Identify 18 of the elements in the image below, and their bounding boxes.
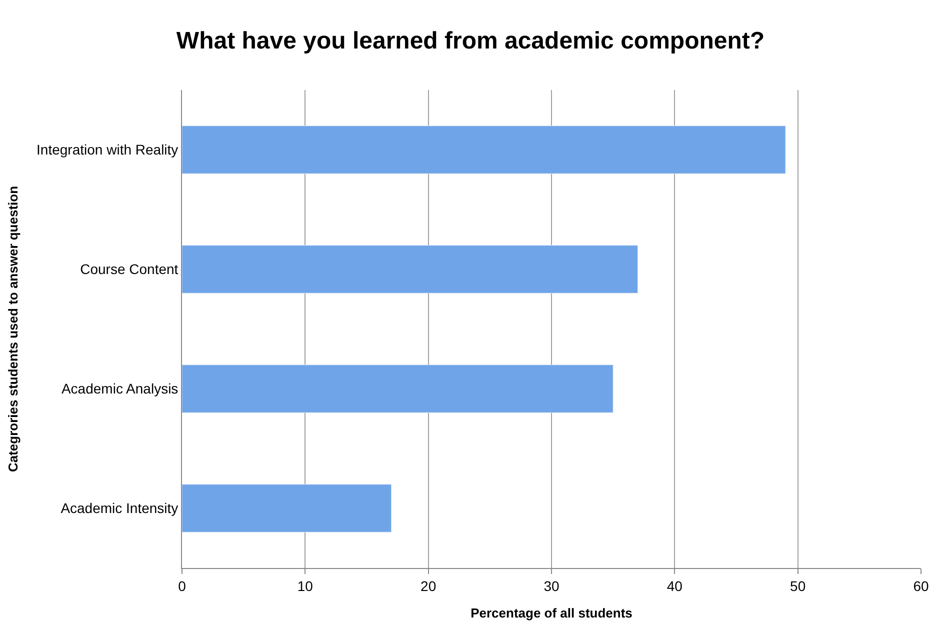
- bar: [182, 245, 638, 294]
- x-tick-label: 0: [178, 578, 186, 594]
- x-tick-label: 10: [297, 578, 314, 594]
- y-tick-label: Academic Analysis: [61, 380, 178, 397]
- bar: [182, 126, 786, 174]
- x-tick-label: 60: [913, 578, 929, 594]
- x-tick-label: 40: [666, 578, 683, 594]
- x-axis-title: Percentage of all students: [470, 605, 632, 620]
- y-tick-label: Integration with Reality: [36, 142, 178, 158]
- y-tick-label: Academic Intensity: [60, 500, 178, 516]
- y-tick-label: Course Content: [80, 261, 178, 278]
- x-tick-label: 50: [790, 578, 806, 594]
- x-tick-label: 20: [420, 578, 436, 594]
- bar: [182, 364, 614, 413]
- y-axis-title: Categrories students used to answer question: [6, 186, 21, 472]
- bar: [182, 484, 392, 532]
- x-tick-label: 30: [544, 578, 560, 594]
- chart-title: What have you learned from academic component?: [176, 27, 765, 54]
